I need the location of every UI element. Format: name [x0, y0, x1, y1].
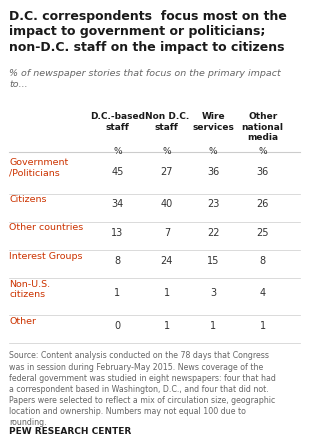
Text: 36: 36	[207, 167, 219, 177]
Text: Non D.C.
staff: Non D.C. staff	[145, 112, 189, 132]
Text: 25: 25	[256, 227, 269, 238]
Text: 7: 7	[164, 227, 170, 238]
Text: %: %	[209, 147, 218, 156]
Text: 1: 1	[260, 321, 266, 331]
Text: 36: 36	[256, 167, 269, 177]
Text: % of newspaper stories that focus on the primary impact
to...: % of newspaper stories that focus on the…	[9, 69, 281, 89]
Text: 3: 3	[210, 288, 216, 298]
Text: 23: 23	[207, 199, 219, 210]
Text: Interest Groups: Interest Groups	[9, 252, 83, 260]
Text: 13: 13	[111, 227, 124, 238]
Text: PEW RESEARCH CENTER: PEW RESEARCH CENTER	[9, 427, 132, 436]
Text: Other
national
media: Other national media	[242, 112, 284, 142]
Text: %: %	[113, 147, 122, 156]
Text: 1: 1	[210, 321, 216, 331]
Text: Government
/Politicians: Government /Politicians	[9, 158, 69, 178]
Text: 40: 40	[161, 199, 173, 210]
Text: 27: 27	[161, 167, 173, 177]
Text: Other: Other	[9, 317, 36, 326]
Text: Other countries: Other countries	[9, 223, 83, 232]
Text: 4: 4	[260, 288, 266, 298]
Text: D.C.-based
staff: D.C.-based staff	[90, 112, 145, 132]
Text: 45: 45	[111, 167, 124, 177]
Text: Non-U.S.
citizens: Non-U.S. citizens	[9, 280, 50, 299]
Text: 1: 1	[164, 288, 170, 298]
Text: 8: 8	[260, 256, 266, 266]
Text: 34: 34	[111, 199, 124, 210]
Text: %: %	[258, 147, 267, 156]
Text: 1: 1	[164, 321, 170, 331]
Text: 8: 8	[114, 256, 121, 266]
Text: Wire
services: Wire services	[192, 112, 234, 132]
Text: 24: 24	[161, 256, 173, 266]
Text: 0: 0	[114, 321, 121, 331]
Text: 26: 26	[256, 199, 269, 210]
Text: %: %	[163, 147, 171, 156]
Text: Citizens: Citizens	[9, 195, 47, 204]
Text: 15: 15	[207, 256, 219, 266]
Text: 1: 1	[114, 288, 121, 298]
Text: 22: 22	[207, 227, 219, 238]
Text: Source: Content analysis conducted on the 78 days that Congress
was in session d: Source: Content analysis conducted on th…	[9, 351, 276, 427]
Text: D.C. correspondents  focus most on the
impact to government or politicians;
non-: D.C. correspondents focus most on the im…	[9, 10, 287, 54]
